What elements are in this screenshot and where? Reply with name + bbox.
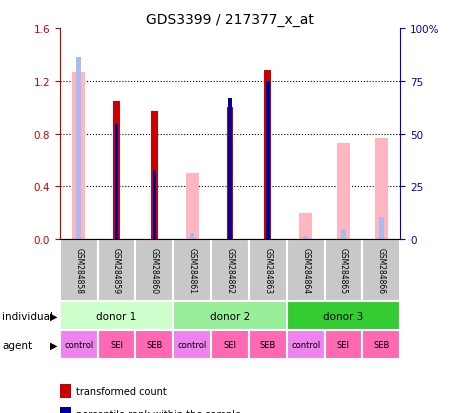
Bar <box>185 174 198 240</box>
Bar <box>248 240 286 301</box>
Bar <box>286 330 324 359</box>
Bar <box>152 171 156 240</box>
Bar <box>324 330 362 359</box>
Bar <box>113 101 120 240</box>
Text: SEB: SEB <box>146 340 162 349</box>
Bar <box>72 72 85 240</box>
Text: donor 1: donor 1 <box>96 311 136 321</box>
Bar <box>286 240 324 301</box>
Text: control: control <box>177 340 207 349</box>
Bar <box>303 237 307 240</box>
Bar <box>266 82 269 240</box>
Text: SEI: SEI <box>223 340 236 349</box>
Text: ▶: ▶ <box>50 311 57 321</box>
Bar <box>97 330 135 359</box>
Bar <box>211 330 248 359</box>
Bar <box>374 138 387 240</box>
Bar <box>248 330 286 359</box>
Text: agent: agent <box>2 340 32 350</box>
Bar <box>228 99 231 240</box>
Bar <box>226 108 233 240</box>
Bar <box>298 213 312 240</box>
Bar <box>362 330 399 359</box>
Text: transformed count: transformed count <box>76 386 166 396</box>
Text: SEI: SEI <box>110 340 123 349</box>
Bar <box>341 229 345 240</box>
Text: control: control <box>291 340 319 349</box>
Bar <box>60 240 97 301</box>
Bar <box>115 124 118 240</box>
Bar <box>173 240 211 301</box>
Text: GSM284863: GSM284863 <box>263 247 272 294</box>
Bar <box>173 301 286 330</box>
Bar <box>264 71 271 240</box>
Text: percentile rank within the sample: percentile rank within the sample <box>76 409 241 413</box>
Text: GSM284858: GSM284858 <box>74 247 83 294</box>
Text: GSM284862: GSM284862 <box>225 247 234 294</box>
Text: SEB: SEB <box>372 340 389 349</box>
Text: GSM284859: GSM284859 <box>112 247 121 294</box>
Bar <box>378 218 383 240</box>
Bar <box>151 112 157 240</box>
Text: donor 3: donor 3 <box>323 311 363 321</box>
Text: GSM284866: GSM284866 <box>376 247 385 294</box>
Text: GSM284860: GSM284860 <box>150 247 158 294</box>
Bar <box>135 330 173 359</box>
Text: SEB: SEB <box>259 340 275 349</box>
Text: GSM284864: GSM284864 <box>301 247 309 294</box>
Bar <box>76 58 81 240</box>
Text: individual: individual <box>2 311 53 321</box>
Bar <box>173 330 211 359</box>
Bar <box>190 233 194 240</box>
Bar <box>60 330 97 359</box>
Text: donor 2: donor 2 <box>209 311 250 321</box>
Bar <box>362 240 399 301</box>
Text: GSM284865: GSM284865 <box>338 247 347 294</box>
Text: SEI: SEI <box>336 340 349 349</box>
Bar <box>336 143 349 240</box>
Bar <box>324 240 362 301</box>
Text: control: control <box>64 340 93 349</box>
Bar <box>97 240 135 301</box>
Text: ▶: ▶ <box>50 340 57 350</box>
Bar <box>60 301 173 330</box>
Bar <box>211 240 248 301</box>
Title: GDS3399 / 217377_x_at: GDS3399 / 217377_x_at <box>146 12 313 26</box>
Text: GSM284861: GSM284861 <box>187 247 196 294</box>
Bar <box>135 240 173 301</box>
Bar <box>286 301 399 330</box>
